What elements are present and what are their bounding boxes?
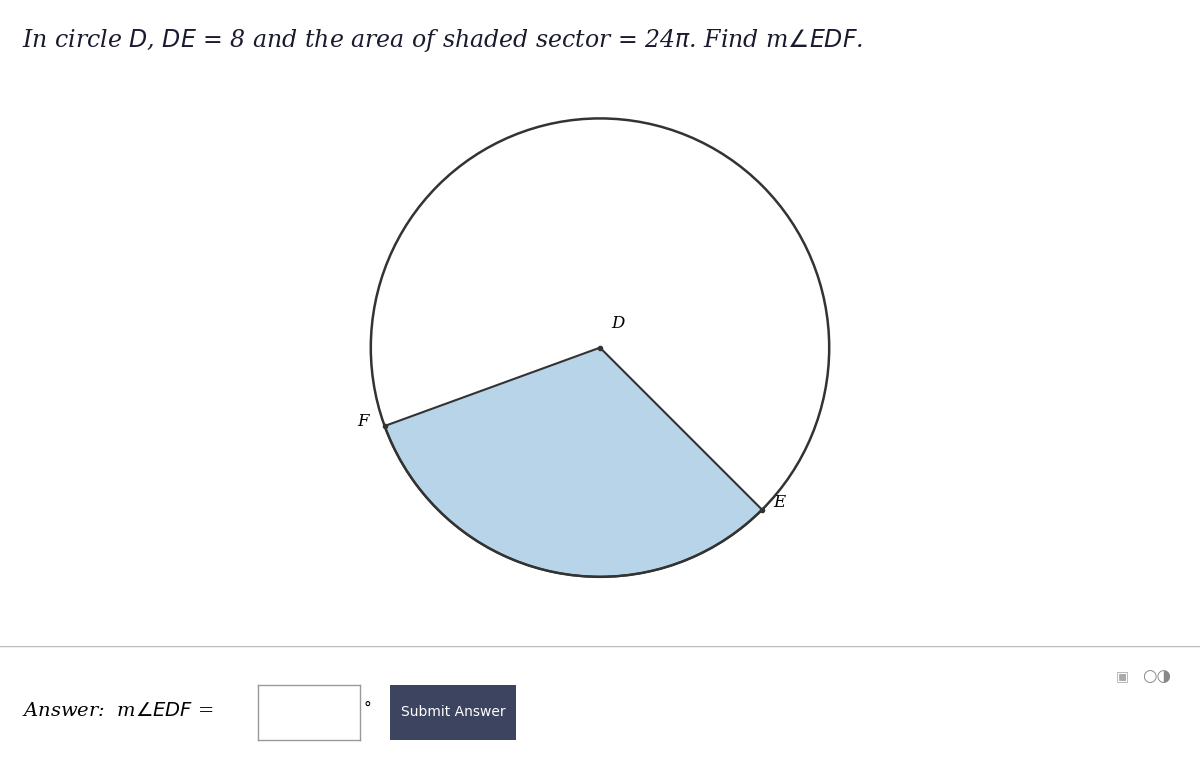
- Text: Answer:  m$\angle$$EDF$ =: Answer: m$\angle$$EDF$ =: [22, 701, 214, 720]
- Text: °: °: [364, 701, 371, 716]
- Text: ▣: ▣: [1116, 669, 1129, 683]
- Text: In circle $D$, $DE$ = 8 and the area of shaded sector = 24$\pi$. Find m$\angle$$: In circle $D$, $DE$ = 8 and the area of …: [22, 27, 863, 53]
- Text: E: E: [774, 494, 786, 511]
- Text: ○◑: ○◑: [1142, 667, 1171, 685]
- Text: Submit Answer: Submit Answer: [401, 705, 505, 719]
- Text: F: F: [358, 413, 368, 430]
- Wedge shape: [385, 348, 762, 577]
- Text: D: D: [612, 315, 625, 332]
